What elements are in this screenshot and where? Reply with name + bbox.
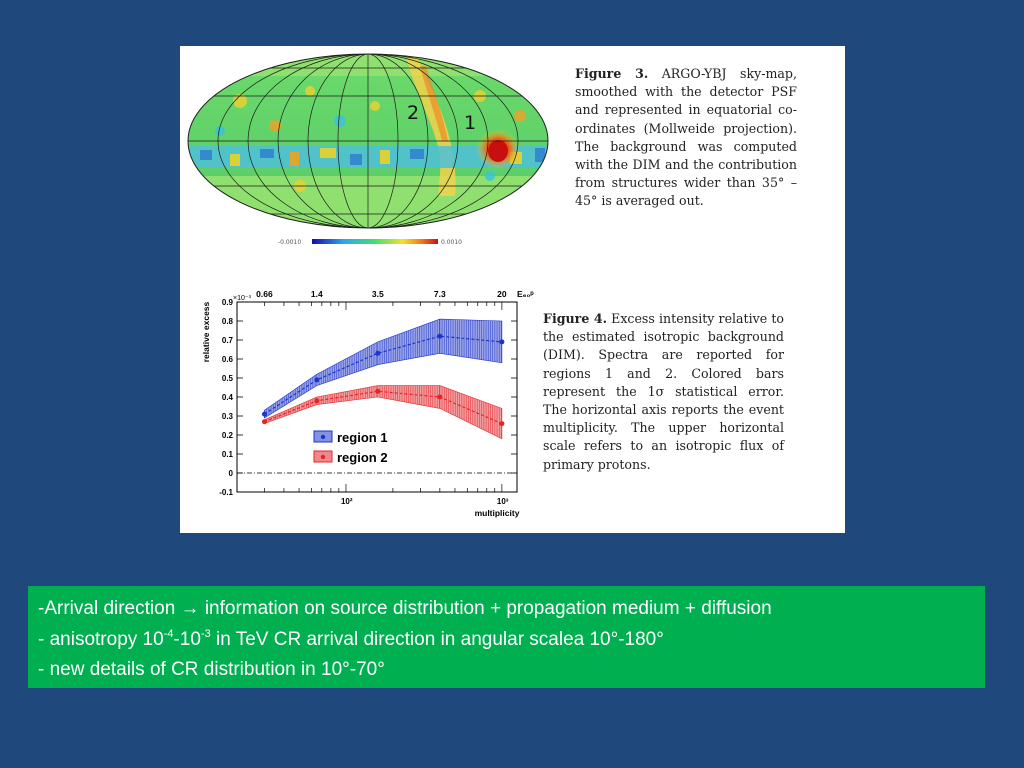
x-tick-label: 10³: [497, 497, 509, 506]
bullet2-c: in TeV CR arrival direction in angular s…: [210, 628, 664, 650]
error-band-2: [264, 385, 503, 440]
colorbar-max-label: 0.0010: [441, 239, 462, 246]
y-tick-label: 0.5: [222, 374, 234, 383]
data-point: [314, 377, 320, 383]
series-line-1: [264, 335, 502, 415]
bullet-line-1: -Arrival direction → information on sour…: [38, 594, 975, 625]
legend-label: region 1: [337, 430, 388, 445]
data-point: [261, 411, 267, 417]
figure4-caption: Figure 4. Excess intensity relative to t…: [543, 310, 784, 474]
data-point: [437, 333, 443, 339]
top-tick-label: 7.3: [434, 289, 446, 299]
bullet1-post: information on source distribution + pro…: [199, 598, 772, 619]
data-point: [314, 398, 320, 404]
region-label-1: 1: [464, 112, 476, 134]
data-point: [499, 421, 505, 427]
bullet-line-3: - new details of CR distribution in 10°-…: [38, 659, 385, 680]
top-tick-label: 20: [497, 289, 507, 299]
y-tick-label: 0.4: [222, 393, 234, 402]
x-tick-label: 10²: [341, 497, 353, 506]
colorbar: [312, 239, 438, 244]
skymap-image: 2 1 -0.0010 0.0010: [187, 53, 549, 246]
data-point: [375, 388, 381, 394]
figure3-caption: Figure 3. ARGO-YBJ sky-map, smoothed wit…: [575, 65, 797, 211]
legend-label: region 2: [337, 450, 388, 465]
bullet-line-2: - anisotropy 10-4-10-3 in TeV CR arrival…: [38, 625, 975, 656]
y-tick-label: 0.6: [222, 355, 234, 364]
y-tick-label: -0.1: [219, 488, 233, 497]
bullet2-sup2: -3: [200, 627, 211, 640]
data-point: [437, 394, 443, 400]
figure4-caption-label: Figure 4.: [543, 311, 607, 326]
y-tick-label: 0.2: [222, 431, 234, 440]
legend-marker: [320, 434, 326, 440]
error-band-1: [264, 318, 503, 419]
excess-chart: -0.1 0 0.1 0.2 0.3 0.4 0.5 0.6 0.7 0.8 0.9 10² 10³ mu…: [201, 289, 534, 518]
figure3-caption-text: ARGO-YBJ sky-map, smoothed with the dete…: [575, 66, 797, 209]
bullet1-pre: -Arrival direction: [38, 598, 181, 619]
x-axis-label: multiplicity: [475, 508, 520, 518]
y-tick-label: 0.3: [222, 412, 234, 421]
top-tick-label: 3.5: [372, 289, 384, 299]
bullet2-b: -10: [173, 628, 201, 650]
data-point: [499, 339, 505, 345]
series-line-2: [264, 390, 503, 425]
figure3-caption-label: Figure 3.: [575, 66, 649, 81]
top-tick-label: 0.66: [256, 289, 273, 299]
figure4-caption-text: Excess intensity relative to the estimat…: [543, 311, 784, 472]
top-axis-label: E₆₀ᵖ: [517, 289, 534, 299]
y-axis-label: relative excess: [201, 301, 211, 362]
top-tick-label: 1.4: [311, 289, 323, 299]
y-tick-label: 0.1: [222, 450, 234, 459]
region-label-2: 2: [407, 102, 419, 124]
y-tick-label: 0.9: [222, 298, 234, 307]
bullet-box: -Arrival direction → information on sour…: [28, 586, 985, 688]
colorbar-min-label: -0.0010: [278, 239, 301, 246]
figure-panel: 2 1 -0.0010 0.0010 Figure 3. ARGO-YBJ sk…: [180, 46, 845, 533]
data-point: [261, 419, 267, 425]
y-tick-label: 0: [229, 469, 234, 478]
legend-marker: [320, 454, 326, 460]
bullet2-sup1: -4: [163, 627, 174, 640]
y-tick-label: 0.8: [222, 317, 234, 326]
skymap-data-area: [188, 54, 548, 228]
bullet2-a: - anisotropy 10: [38, 628, 164, 650]
y-tick-label: 0.7: [222, 336, 234, 345]
data-point: [375, 350, 381, 356]
right-arrow-icon: →: [180, 598, 200, 619]
y-multiplier-label: ×10⁻³: [233, 295, 252, 302]
